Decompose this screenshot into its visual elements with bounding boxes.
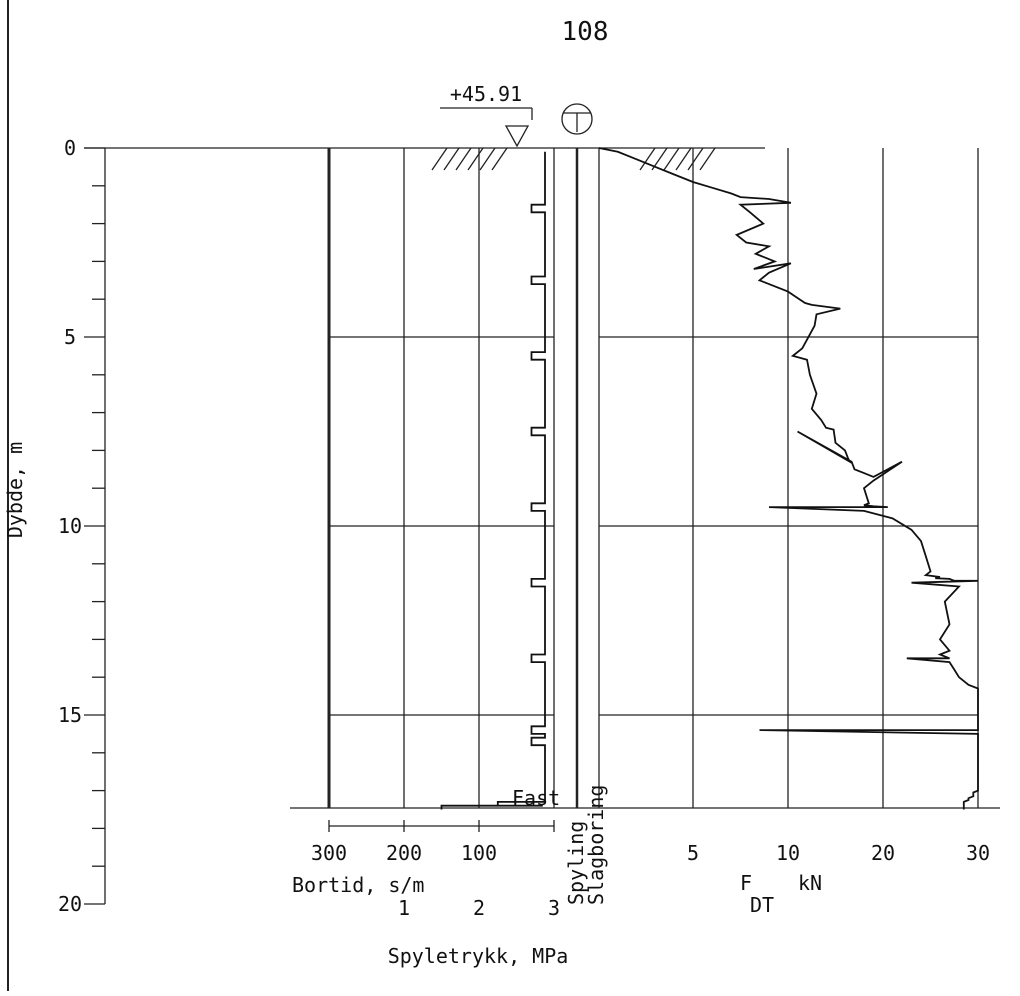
bortid-series-line: [440, 151, 546, 810]
elevation-triangle-icon: [504, 125, 530, 148]
force-tick-5: 5: [687, 841, 699, 865]
depth-tick-label: 15: [58, 703, 82, 727]
ground-hatch-right: [639, 147, 716, 171]
force-axis-label: F: [740, 871, 752, 895]
depth-tick-label: 20: [58, 892, 82, 916]
force-tick-20: 20: [871, 841, 895, 865]
spyletrykk-tick-label-1: 1: [398, 896, 410, 920]
reference-circle-icon: [561, 103, 593, 135]
bortid-tick-200: 200: [386, 841, 422, 865]
force-axis-unit: kN: [798, 871, 822, 895]
depth-axis-ticks: 0 5 10 15 20: [58, 136, 105, 916]
spyletrykk-tick-label-3: 3: [548, 896, 560, 920]
chart-title: 108: [562, 17, 609, 47]
force-series-line: [598, 147, 979, 810]
bortid-tick-300: 300: [311, 841, 347, 865]
depth-tick-label: 10: [58, 514, 82, 538]
depth-axis-label: Dybde, m: [3, 442, 27, 538]
slagboring-column-label: Slagboring: [584, 785, 608, 905]
spyletrykk-tick-label-2: 2: [473, 896, 485, 920]
force-tick-10: 10: [776, 841, 800, 865]
force-tick-30: 30: [966, 841, 990, 865]
spyletrykk-axis-label: Spyletrykk, MPa: [388, 944, 569, 968]
depth-tick-label: 0: [64, 136, 76, 160]
depth-tick-label: 5: [64, 325, 76, 349]
bortid-tick-100: 100: [461, 841, 497, 865]
spyling-column-label: Spyling: [564, 821, 588, 905]
elevation-label: +45.91: [450, 82, 522, 106]
ground-hatch-left: [431, 147, 508, 171]
bortid-axis-label: Bortid, s/m: [292, 873, 424, 897]
force-axis-subscript: DT: [750, 893, 774, 917]
